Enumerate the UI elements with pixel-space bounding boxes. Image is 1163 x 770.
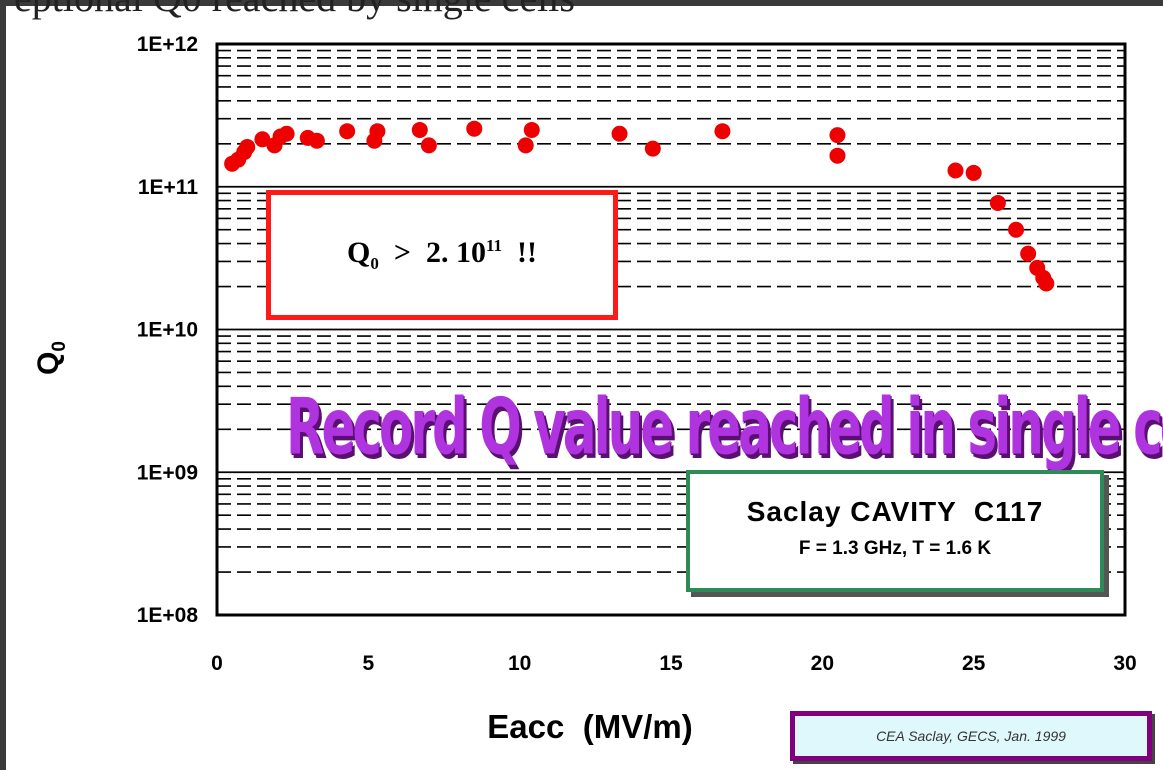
data-point (308, 132, 325, 149)
data-point (947, 162, 964, 179)
q0-annotation-box: Q0 > 2. 1011 !! (266, 190, 618, 320)
data-point (411, 121, 428, 138)
slide-heading-fragment: eptional Q0 reached by single cells (14, 0, 575, 21)
data-point (1038, 275, 1055, 292)
data-point (1020, 245, 1037, 262)
x-tick-label: 25 (962, 652, 986, 675)
data-point (466, 120, 483, 137)
data-point (829, 147, 846, 164)
q0-comparison: > 2. 10 (378, 236, 486, 269)
q0-annotation: Q0 > 2. 1011 !! (347, 236, 537, 274)
data-point (339, 123, 356, 140)
data-point (989, 194, 1006, 211)
data-point (278, 125, 295, 142)
q0-exclamation: !! (502, 236, 537, 269)
data-point (420, 137, 437, 154)
x-tick-label: 20 (811, 652, 834, 675)
cavity-parameters: F = 1.3 GHz, T = 1.6 K (798, 538, 992, 559)
slide-frame-left (0, 0, 6, 770)
y-axis-label-sub: 0 (49, 341, 70, 352)
data-point (829, 127, 846, 144)
data-point (523, 121, 540, 138)
y-tick-label: 1E+11 (138, 176, 198, 199)
q0-exponent: 11 (485, 236, 503, 255)
q0-subscript: 0 (370, 254, 379, 273)
data-point (644, 140, 661, 157)
data-point (965, 164, 982, 181)
data-point (611, 125, 628, 142)
x-tick-label: 0 (211, 652, 223, 675)
cavity-info-box: Saclay CAVITY C117 F = 1.3 GHz, T = 1.6 … (686, 470, 1104, 592)
y-axis-label-main: Q (32, 352, 65, 375)
x-tick-labels: 0 5 10 15 20 25 30 (211, 652, 1137, 675)
x-tick-label: 15 (659, 652, 683, 675)
y-axis-label: Q0 (32, 341, 70, 375)
slide-frame-top (0, 0, 1163, 6)
x-tick-label: 30 (1113, 652, 1136, 675)
data-points (224, 120, 1055, 292)
data-point (714, 123, 731, 140)
x-tick-label: 10 (508, 652, 531, 675)
y-tick-label: 1E+09 (137, 461, 198, 484)
y-tick-label: 1E+12 (137, 33, 198, 56)
credit-text: CEA Saclay, GECS, Jan. 1999 (876, 728, 1066, 744)
data-point (1008, 221, 1025, 238)
cavity-title: Saclay CAVITY C117 (746, 496, 1044, 527)
data-point (239, 138, 256, 155)
plot-area-frame (215, 42, 1127, 617)
y-tick-label: 1E+10 (137, 319, 198, 342)
q0-symbol: Q (347, 236, 371, 269)
data-point (254, 131, 271, 148)
y-tick-labels: 1E+08 1E+09 1E+10 1E+11 1E+12 (137, 33, 199, 627)
data-point (517, 137, 534, 154)
credit-box: CEA Saclay, GECS, Jan. 1999 (790, 711, 1152, 761)
y-tick-label: 1E+08 (137, 604, 199, 627)
record-q-wordart: Record Q value reached in single cell (286, 382, 1163, 472)
x-axis-label: Eacc (MV/m) (487, 708, 692, 745)
x-tick-label: 5 (362, 652, 374, 675)
data-point (369, 123, 386, 140)
